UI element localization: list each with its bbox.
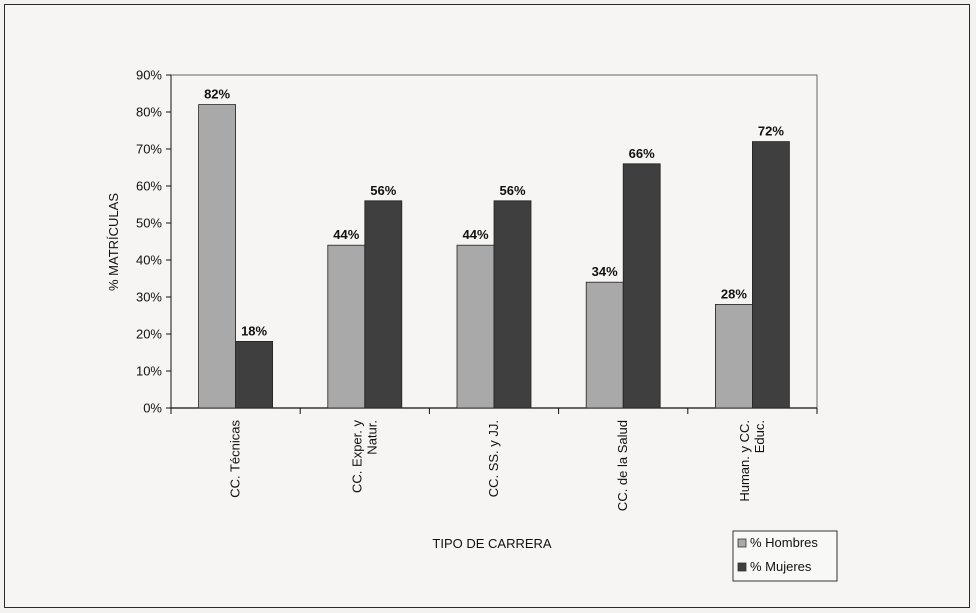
- bar-data-label: 28%: [721, 286, 747, 301]
- x-tick-label: CC. Exper. y Natur.: [349, 420, 379, 493]
- x-tick-label-line: Natur.: [364, 420, 379, 455]
- bar-data-label: 82%: [204, 87, 230, 102]
- x-tick-label-line: CC. Exper. y: [349, 420, 364, 493]
- y-tick-label: 20%: [136, 327, 162, 342]
- bar-mujeres: [752, 141, 790, 409]
- y-axis: 0% 10% 20% 30% 40% 50% 60% 70% 80% 90%: [136, 68, 172, 416]
- y-tick-label: 90%: [136, 68, 162, 83]
- legend-label-hombres: % Hombres: [750, 535, 818, 550]
- x-tick-label-line: CC. de la Salud: [615, 420, 630, 511]
- bar-data-label: 18%: [241, 323, 267, 338]
- y-tick-label: 50%: [136, 216, 162, 231]
- bar-hombres: [585, 281, 624, 409]
- legend-box: [732, 530, 838, 582]
- legend-swatch-hombres: [737, 538, 747, 548]
- bar-data-label: 66%: [629, 146, 655, 161]
- bar-hombres: [327, 244, 366, 409]
- x-axis-title: TIPO DE CARRERA: [432, 536, 552, 551]
- bar-mujeres: [493, 200, 532, 409]
- bars: [198, 104, 790, 409]
- bar-mujeres: [622, 163, 661, 409]
- bar-hombres: [715, 303, 753, 409]
- y-tick-label: 40%: [136, 253, 162, 268]
- bar-hombres: [456, 244, 495, 409]
- legend-swatch-mujeres: [737, 562, 747, 572]
- bar-mujeres: [235, 340, 274, 409]
- y-tick-label: 80%: [136, 105, 162, 120]
- x-tick-label: CC. SS. y JJ.: [486, 420, 501, 497]
- x-tick-label-line: CC. SS. y JJ.: [486, 420, 501, 497]
- bar-hombres: [198, 104, 237, 409]
- bar-data-label: 56%: [499, 183, 525, 198]
- bar-data-label: 34%: [592, 264, 618, 279]
- y-tick-label: 10%: [136, 364, 162, 379]
- x-tick-label-line: CC. Técnicas: [228, 420, 243, 498]
- y-tick-label: 70%: [136, 142, 162, 157]
- bar-data-label: 44%: [462, 227, 488, 242]
- x-axis: CC. Técnicas CC. Exper. y Natur. CC. SS. y …: [170, 407, 818, 511]
- y-axis-title: % MATRÍCULAS: [106, 193, 121, 291]
- bar-data-label: 44%: [333, 227, 359, 242]
- x-tick-label-line: Human. y CC.: [737, 420, 752, 502]
- bar-mujeres: [364, 200, 403, 409]
- y-tick-label: 0%: [143, 401, 162, 416]
- bar-data-label: 72%: [758, 124, 784, 139]
- bar-data-labels: 82% 44% 44% 34% 28% 18% 56% 56% 66% 72%: [204, 87, 784, 339]
- x-tick-label: Human. y CC. Educ.: [737, 420, 767, 502]
- legend: % Hombres % Mujeres: [732, 530, 838, 582]
- x-tick-label: CC. Técnicas: [228, 420, 243, 498]
- legend-label-mujeres: % Mujeres: [750, 559, 812, 574]
- y-tick-label: 60%: [136, 179, 162, 194]
- bar-data-label: 56%: [370, 183, 396, 198]
- x-tick-label: CC. de la Salud: [615, 420, 630, 511]
- x-tick-label-line: Educ.: [752, 420, 767, 453]
- y-tick-label: 30%: [136, 290, 162, 305]
